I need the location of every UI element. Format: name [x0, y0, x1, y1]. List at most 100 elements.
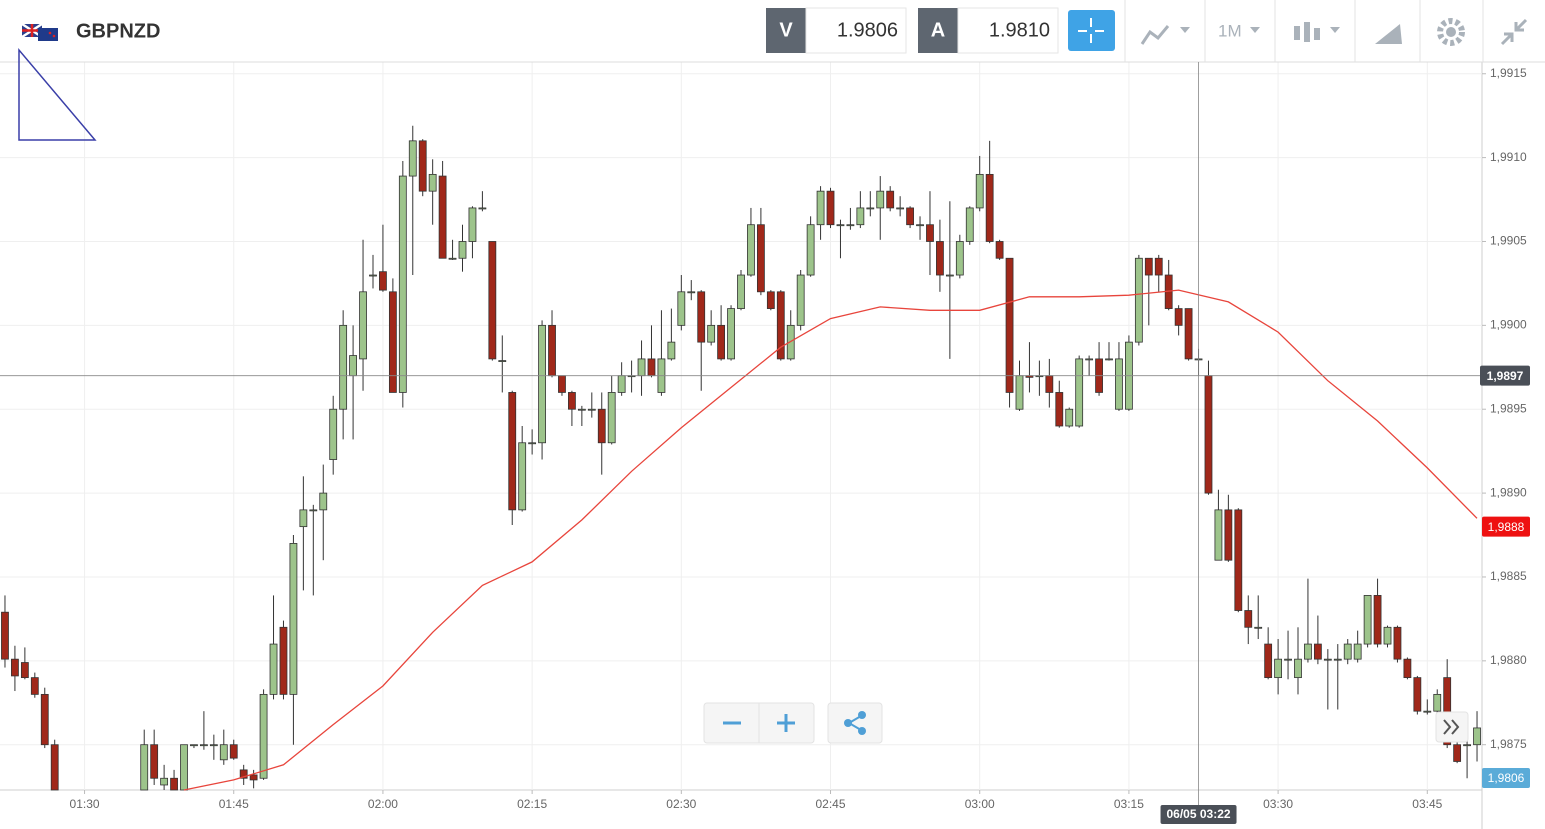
candle-body [1463, 744, 1471, 747]
candle-body [766, 291, 775, 309]
x-tick-label: 02:15 [517, 797, 547, 811]
candle-body [548, 324, 556, 377]
candle-body [319, 492, 328, 511]
toolbar: GBPNZD V 1.9806 A 1.9810 1M [0, 0, 1545, 63]
candle-body [886, 190, 895, 209]
candle-body [279, 626, 288, 695]
sell-price-box[interactable] [805, 7, 907, 54]
x-tick-label: 02:45 [816, 797, 846, 811]
zoom-in-button[interactable] [777, 714, 795, 732]
candle-body [796, 274, 805, 326]
candle-body [1015, 375, 1024, 410]
candle-body [1284, 658, 1292, 661]
candle-body [379, 271, 387, 291]
candle-body [229, 744, 238, 759]
dropdown-caret [1250, 27, 1260, 33]
candle-body [518, 442, 527, 511]
candle-body [1393, 626, 1402, 660]
buy-label: A [931, 19, 945, 41]
candle-body [1244, 610, 1253, 628]
candle-body [995, 241, 1004, 259]
candle-body [418, 140, 427, 192]
candle-body [1144, 257, 1153, 276]
candle-body [160, 777, 169, 786]
candle-body [30, 677, 39, 695]
candle-body [677, 291, 686, 326]
candle-body [180, 744, 188, 791]
candle-body [1343, 643, 1352, 660]
candle-body [1264, 643, 1273, 679]
candle-body [1045, 375, 1054, 393]
candle-body [190, 744, 198, 747]
candle-body [1075, 358, 1084, 427]
last-price-badge [1482, 768, 1530, 788]
candle-body [806, 224, 815, 276]
buy-button[interactable] [918, 8, 958, 53]
candle-body [1304, 643, 1312, 660]
zoom-controls [703, 702, 883, 744]
candle-body [756, 224, 765, 293]
candle-body [1333, 658, 1342, 661]
candle-body [1, 611, 9, 660]
candle-body [737, 274, 745, 309]
candle-body [20, 662, 29, 679]
scroll-box [1435, 711, 1469, 743]
sell-price: 1.9806 [837, 19, 898, 41]
candle-body [388, 291, 397, 393]
toolbar-separators [1124, 0, 1484, 62]
y-tick-label: 1,9905 [1490, 234, 1527, 248]
candle-body [856, 207, 865, 226]
candle-body [866, 207, 875, 210]
flag-icon [21, 22, 58, 41]
candle-body [717, 324, 726, 360]
candle-body [697, 291, 706, 343]
timeframe[interactable]: 1M [1218, 21, 1242, 40]
y-tick-label: 1,9890 [1490, 485, 1527, 499]
scroll-right-button[interactable] [1435, 711, 1469, 743]
candle-icon [1294, 26, 1300, 40]
indicator-icon [1140, 25, 1170, 45]
chart-type-button[interactable] [1294, 22, 1340, 42]
flag-star [52, 34, 56, 38]
candle-body [150, 744, 159, 779]
candle-body [926, 224, 934, 242]
candle-body [1154, 257, 1163, 276]
settings-button[interactable] [1437, 18, 1465, 46]
sell-button[interactable] [766, 8, 806, 53]
candle-body [478, 207, 487, 210]
collapse-button[interactable] [1500, 18, 1528, 46]
candle-body [508, 392, 517, 511]
candle-body [498, 360, 507, 362]
moving-average-line [183, 289, 1478, 791]
y-tick-label: 1,9880 [1490, 653, 1527, 667]
share-dot [858, 711, 866, 719]
candle-body [299, 509, 308, 528]
candle-body [1294, 658, 1302, 679]
plot-area: 1,9875 1,9880 1,9885 1,9890 1,9895 1,9900 1,99… [0, 62, 1527, 829]
candle-body [1473, 727, 1481, 746]
candle-body [607, 392, 616, 444]
x-tick-label: 03:00 [965, 797, 995, 811]
candle-body [975, 173, 984, 209]
candle-body [269, 643, 278, 695]
y-tick-label: 1,9910 [1490, 150, 1527, 164]
crosshair-button[interactable] [1068, 10, 1115, 51]
share-button[interactable] [844, 711, 866, 735]
flag-star [48, 31, 52, 35]
candle-body [309, 509, 318, 512]
candle-body [11, 658, 19, 677]
candle-body [1363, 595, 1372, 645]
candle-body [747, 224, 755, 276]
candle-body [468, 207, 477, 242]
candle-body [170, 777, 178, 791]
draw-tool-button[interactable] [1375, 24, 1402, 44]
candle-body [1254, 626, 1263, 629]
candle-body [558, 375, 566, 393]
dropdown-caret [1180, 27, 1190, 33]
indicator-button[interactable] [1140, 25, 1190, 45]
buy-price-box[interactable] [957, 7, 1059, 54]
candle-body [826, 190, 835, 226]
candle-body [289, 543, 298, 695]
